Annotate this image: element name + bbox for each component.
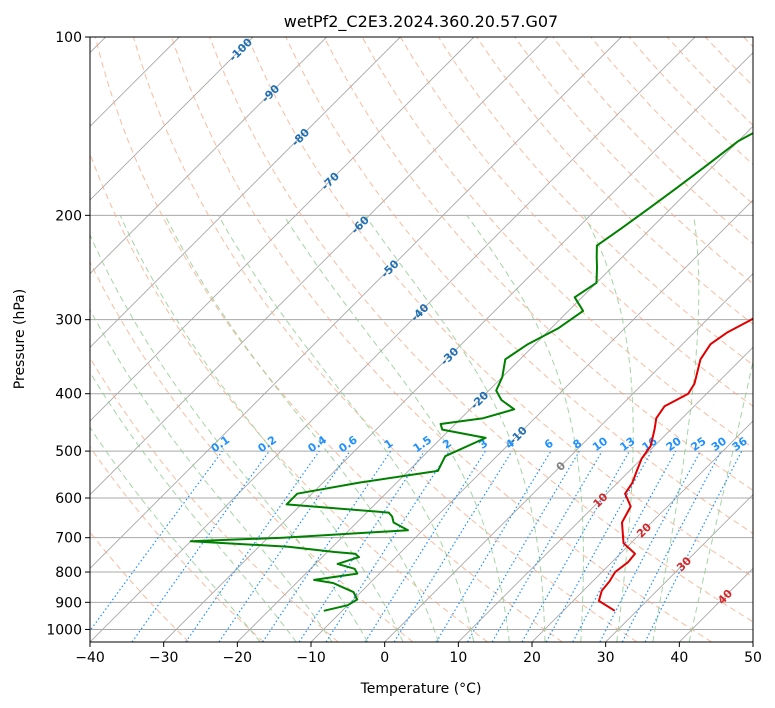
- dry-adiabat-line: [514, 37, 753, 285]
- dry-adiabat-line: [132, 37, 638, 642]
- dry-adiabat-line: [476, 37, 753, 325]
- isotherm-line: [90, 37, 254, 201]
- y-axis-label: Pressure (hPa): [12, 289, 28, 389]
- mixing-ratio-line: [298, 450, 425, 642]
- y-axis: 100 200 300 400 500 600 700 800 900 1000: [46, 30, 90, 638]
- x-tick-label: −40: [75, 650, 105, 666]
- background-lines: [90, 37, 753, 642]
- y-tick-label: 400: [55, 387, 82, 403]
- y-tick-label: 900: [55, 595, 82, 611]
- dry-adiabat-line: [171, 37, 712, 642]
- isotherm-line: [384, 273, 753, 642]
- moist-adiabat-line: [466, 215, 584, 642]
- mixing-ratio-line: [185, 450, 320, 642]
- mixing-ratio-line: [131, 450, 270, 642]
- dry-adiabat-line: [90, 446, 264, 642]
- x-tick-label: −20: [223, 650, 253, 666]
- mixing-ratio-line: [262, 450, 392, 642]
- x-tick-label: 50: [744, 650, 762, 666]
- profile-lines: [189, 131, 753, 612]
- x-axis-label: Temperature (°C): [360, 681, 482, 697]
- isotherm-line: [237, 125, 753, 642]
- moist-adiabat-line: [217, 215, 475, 642]
- plot-frame: [89, 36, 754, 643]
- dewpoint-line: [189, 131, 753, 612]
- moist-adiabat-line: [119, 215, 404, 642]
- x-tick-label: 30: [597, 650, 615, 666]
- moist-adiabat-line: [164, 215, 439, 642]
- mixing-ratio-line: [90, 450, 223, 632]
- x-tick-label: 20: [523, 650, 541, 666]
- isotherm-line: [531, 420, 753, 642]
- mixing-ratio-line: [521, 450, 631, 642]
- moist-adiabat-line: [90, 426, 261, 642]
- chart-title: wetPf2_C2E3.2024.360.20.57.G07: [284, 12, 558, 32]
- mixing-ratio-line: [325, 450, 450, 642]
- isotherm-line: [752, 641, 753, 642]
- mixing-ratio-line: [393, 450, 513, 642]
- moist-adiabat-line: [90, 371, 297, 642]
- x-axis: −40 −30 −20 −10 0 10 20 30 40 50: [75, 642, 762, 666]
- moist-adiabat-line: [283, 215, 510, 642]
- isotherm-line: [90, 37, 548, 496]
- y-tick-label: 500: [55, 444, 82, 460]
- moist-adiabat-line: [652, 215, 700, 642]
- dry-adiabat-line: [90, 260, 414, 642]
- isotherm-line: [458, 346, 753, 642]
- isotherm-line: [605, 494, 753, 642]
- dry-adiabat-line: [209, 37, 753, 623]
- temperature-line: [597, 317, 753, 612]
- isotherm-line: [90, 37, 475, 422]
- x-tick-label: 0: [380, 650, 389, 666]
- moist-adiabat-line: [90, 308, 333, 642]
- y-tick-label: 300: [55, 313, 82, 329]
- isotherm-line: [163, 52, 753, 642]
- dry-adiabat-line: [323, 37, 753, 491]
- mixing-ratio-line: [218, 450, 351, 642]
- moist-adiabat-line: [364, 215, 546, 642]
- y-tick-label: 1000: [46, 622, 82, 638]
- isotherm-line: [90, 37, 401, 348]
- y-tick-label: 800: [55, 565, 82, 581]
- dry-adiabat-line: [90, 356, 339, 642]
- isotherm-line: [90, 37, 622, 569]
- dry-adiabat-line: [247, 37, 753, 578]
- dry-adiabat-line: [285, 37, 753, 535]
- mixing-ratio-line: [644, 450, 743, 642]
- y-tick-label: 600: [55, 491, 82, 507]
- x-tick-label: −30: [149, 650, 179, 666]
- y-tick-label: 700: [55, 531, 82, 547]
- x-tick-label: 10: [449, 650, 467, 666]
- y-tick-label: 100: [55, 30, 82, 46]
- moist-adiabat-line: [90, 233, 369, 642]
- y-tick-label: 200: [55, 208, 82, 224]
- dry-adiabat-line: [94, 37, 563, 642]
- x-tick-label: 40: [670, 650, 688, 666]
- mixing-ratio-line: [572, 450, 677, 642]
- isotherm-line: [90, 37, 327, 275]
- mixing-ratio-line: [545, 450, 653, 642]
- x-tick-label: −10: [296, 650, 326, 666]
